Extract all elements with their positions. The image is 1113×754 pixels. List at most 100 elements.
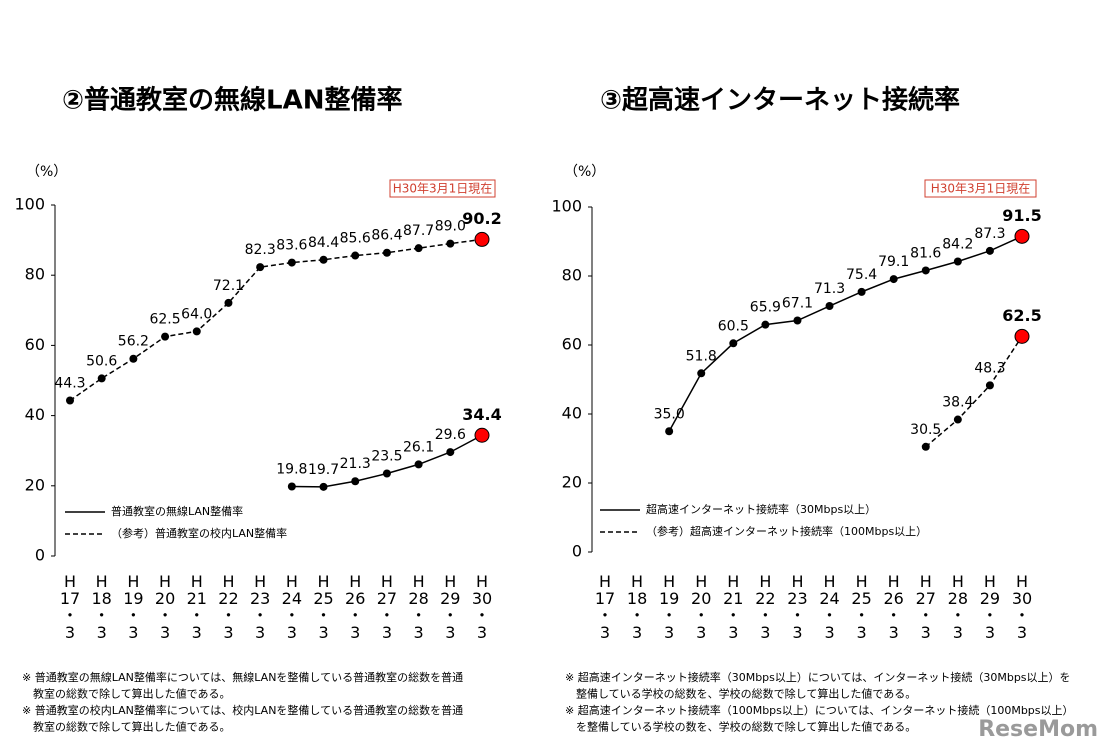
- marker: [97, 374, 106, 383]
- footnote: ※ 超高速インターネット接続率（100Mbps以上）については、インターネット接…: [565, 703, 1074, 717]
- marker: [287, 482, 296, 491]
- series-line: [925, 335, 1023, 448]
- footnote: ※ 普通教室の無線LAN整備率については、無線LANを整備している普通教室の総数…: [22, 670, 463, 684]
- data-label: 84.4: [308, 235, 339, 251]
- y-tick-label: 0: [572, 542, 582, 561]
- marker: [921, 266, 930, 275]
- x-tick-label: H 20 ・ 3: [691, 572, 711, 642]
- x-tick-label: H 26 ・ 3: [345, 572, 365, 642]
- series-line: [668, 235, 1023, 432]
- highlight-marker: [1014, 328, 1030, 344]
- x-tick-label: H 17 ・ 3: [60, 572, 80, 642]
- x-tick-label: H 17 ・ 3: [595, 572, 615, 642]
- footnote: 整備している学校の総数を、学校の総数で除して算出した値である。: [565, 687, 916, 701]
- legend-label: 普通教室の無線LAN整備率: [111, 504, 243, 518]
- legend-label: （参考）超高速インターネット接続率（100Mbps以上）: [646, 524, 927, 538]
- data-label: 56.2: [118, 334, 149, 350]
- marker: [446, 239, 455, 248]
- marker: [857, 287, 866, 296]
- marker: [66, 396, 74, 405]
- y-tick-label: 100: [14, 195, 45, 214]
- x-tick-label: H 24 ・ 3: [282, 572, 302, 642]
- data-label: 48.3: [974, 360, 1005, 376]
- data-label: 79.1: [878, 254, 909, 270]
- marker: [825, 302, 834, 311]
- data-label: 44.3: [54, 376, 85, 392]
- chart-title: ③超高速インターネット接続率: [600, 85, 960, 116]
- data-label: 51.8: [686, 348, 717, 364]
- marker: [761, 320, 770, 329]
- data-label: 21.3: [340, 456, 371, 472]
- data-label: 38.4: [942, 395, 973, 411]
- marker: [697, 369, 706, 378]
- marker: [729, 339, 738, 348]
- marker: [382, 248, 391, 257]
- data-label: 19.8: [276, 462, 307, 478]
- data-label: 84.2: [942, 237, 973, 253]
- annotation: H30年3月1日現在: [393, 182, 493, 196]
- x-tick-label: H 29 ・ 3: [440, 572, 460, 642]
- data-label: 86.4: [371, 228, 402, 244]
- marker: [921, 442, 930, 451]
- data-label: 26.1: [403, 439, 434, 455]
- x-tick-label: H 21 ・ 3: [723, 572, 743, 642]
- data-label: 72.1: [213, 278, 244, 294]
- x-tick-label: H 28 ・ 3: [408, 572, 428, 642]
- footnote: ※ 普通教室の校内LAN整備率については、校内LANを整備している普通教室の総数…: [22, 703, 463, 717]
- marker: [793, 316, 802, 325]
- data-label: 65.9: [750, 300, 781, 316]
- marker: [985, 381, 994, 390]
- x-tick-label: H 18 ・ 3: [92, 572, 112, 642]
- data-label: 62.5: [1002, 306, 1041, 325]
- x-tick-label: H 30 ・ 3: [472, 572, 492, 642]
- y-tick-label: 100: [551, 197, 582, 216]
- watermark: ReseMom: [978, 717, 1098, 742]
- data-label: 87.3: [974, 226, 1005, 242]
- data-label: 64.0: [181, 306, 212, 322]
- x-tick-label: H 27 ・ 3: [916, 572, 936, 642]
- data-label: 75.4: [846, 267, 877, 283]
- data-label: 30.5: [910, 422, 941, 438]
- data-label: 90.2: [462, 209, 501, 228]
- x-tick-label: H 20 ・ 3: [155, 572, 175, 642]
- data-label: 50.6: [86, 353, 117, 369]
- marker: [319, 255, 328, 264]
- x-tick-label: H 28 ・ 3: [948, 572, 968, 642]
- marker: [414, 244, 423, 253]
- annotation: H30年3月1日現在: [931, 182, 1031, 196]
- data-label: 83.6: [276, 238, 307, 254]
- footnote: ※ 超高速インターネット接続率（30Mbps以上）については、インターネット接続…: [565, 670, 1071, 684]
- x-tick-label: H 30 ・ 3: [1012, 572, 1032, 642]
- x-tick-label: H 26 ・ 3: [884, 572, 904, 642]
- x-tick-label: H 21 ・ 3: [187, 572, 207, 642]
- data-label: 82.3: [245, 242, 276, 258]
- data-label: 85.6: [340, 231, 371, 247]
- x-tick-label: H 23 ・ 3: [787, 572, 807, 642]
- data-label: 71.3: [814, 281, 845, 297]
- y-tick-label: 40: [562, 404, 582, 423]
- x-tick-label: H 18 ・ 3: [627, 572, 647, 642]
- marker: [382, 469, 391, 478]
- annotation-box: [924, 179, 1037, 198]
- x-tick-label: H 19 ・ 3: [659, 572, 679, 642]
- x-tick-label: H 23 ・ 3: [250, 572, 270, 642]
- data-label: 89.0: [435, 219, 466, 235]
- marker: [985, 246, 994, 255]
- y-tick-label: 0: [35, 546, 45, 565]
- y-tick-label: 60: [25, 335, 45, 354]
- marker: [889, 275, 898, 284]
- y-tick-label: 40: [25, 405, 45, 424]
- series-line: [69, 238, 483, 402]
- data-label: 19.7: [308, 462, 339, 478]
- y-tick-label: 60: [562, 335, 582, 354]
- footnote: 教室の総数で除して算出した値である。: [22, 687, 231, 701]
- y-tick-label: 80: [562, 266, 582, 285]
- x-tick-label: H 25 ・ 3: [851, 572, 871, 642]
- highlight-marker: [1014, 228, 1030, 244]
- data-label: 81.6: [910, 245, 941, 261]
- footnote: を整備している学校の数を、学校の総数で除して算出した値である。: [565, 720, 916, 734]
- marker: [256, 263, 265, 272]
- data-label: 34.4: [462, 405, 501, 424]
- data-label: 29.6: [435, 427, 466, 443]
